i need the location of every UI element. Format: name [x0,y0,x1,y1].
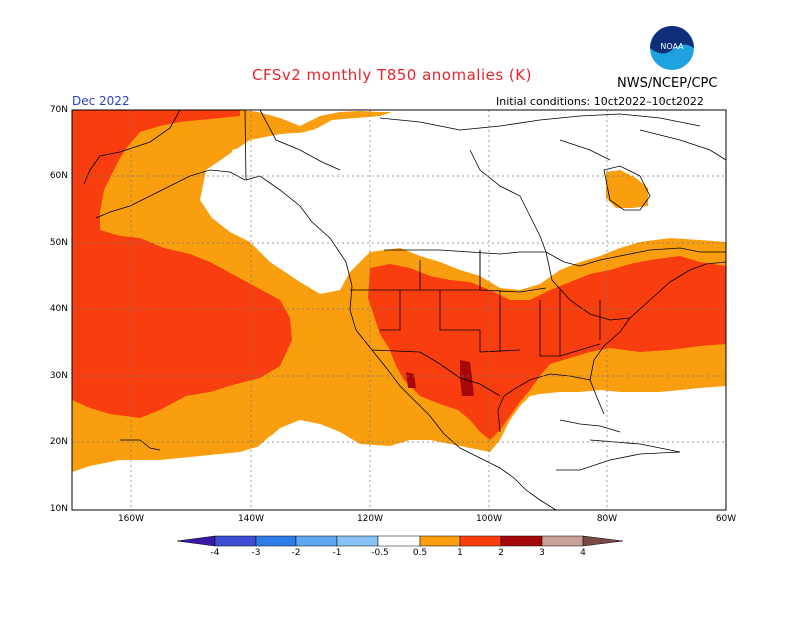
lat-label: 40N [49,304,68,314]
cb-cell-neutral [377,535,421,547]
lon-label: 140W [237,514,265,524]
lon-label: 80W [596,514,618,524]
cb-cell-lt-minus4 [176,535,216,547]
initial-conditions: Initial conditions: 10ct2022–10ct2022 [496,95,704,108]
cb-cell-05-1 [419,535,461,547]
lon-label: 60W [715,514,737,524]
cb-cell-minus4-minus3 [214,535,257,547]
colorbar-label: -3 [251,548,261,558]
anomaly-red-layer [72,110,726,440]
colorbar-label: -2 [291,548,301,558]
lat-label: 20N [49,437,68,447]
cb-cell-minus3-minus2 [255,535,297,547]
cb-cell-2-3 [500,535,543,547]
colorbar-label: 1 [457,548,463,558]
lon-label: 160W [117,514,145,524]
colorbar-label: -0.5 [371,548,389,558]
colorbar [176,535,624,547]
lon-label: 100W [475,514,503,524]
colorbar-label: 0.5 [412,548,428,558]
colorbar-label: 3 [539,548,545,558]
agency-label: NWS/NCEP/CPC [617,76,718,91]
cb-cell-gt-4 [582,535,624,547]
map-frame [71,109,727,511]
cb-cell-minus2-minus1 [295,535,338,547]
cb-cell-1-2 [459,535,502,547]
colorbar-label: 2 [498,548,504,558]
lat-label: 50N [49,238,68,248]
anomaly-neutral-layer [72,118,726,510]
colorbar-label: -1 [332,548,342,558]
lat-label: 60N [49,171,68,181]
cb-cell-3-4 [541,535,584,547]
map-title: CFSv2 monthly T850 anomalies (K) [252,66,532,84]
colorbar-label: 4 [580,548,586,558]
coastlines [83,109,727,511]
valid-month: Dec 2022 [72,94,130,108]
colorbar-label: -4 [210,548,220,558]
graticule [72,110,726,510]
lat-label: 70N [49,105,68,115]
lat-label: 10N [49,504,68,514]
lat-label: 30N [49,371,68,381]
lon-label: 120W [356,514,384,524]
cb-cell-minus1-minus05 [336,535,379,547]
